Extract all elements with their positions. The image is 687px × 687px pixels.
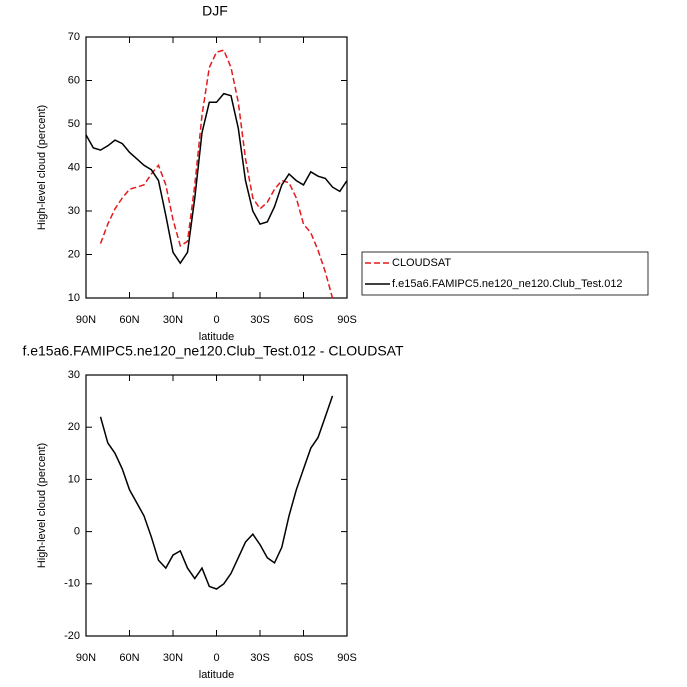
x-tick-label: 30N <box>163 652 183 664</box>
x-tick-label: 30S <box>250 652 270 664</box>
y-tick-label: 30 <box>68 369 80 381</box>
y-tick-label: -10 <box>64 578 80 590</box>
chart-title: DJF <box>202 3 228 19</box>
x-tick-label: 60N <box>119 652 139 664</box>
x-tick-label: 60N <box>119 314 139 326</box>
y-tick-label: 40 <box>68 161 80 173</box>
x-tick-label: 30S <box>250 314 270 326</box>
x-tick-label: 0 <box>213 652 219 664</box>
y-tick-label: 10 <box>68 292 80 304</box>
plot-frame <box>85 36 348 299</box>
y-tick-label: -20 <box>64 630 80 642</box>
y-tick-label: 0 <box>74 526 80 538</box>
y-axis-label: High-level cloud (percent) <box>36 105 48 230</box>
x-tick-label: 90S <box>337 314 357 326</box>
y-tick-label: 50 <box>68 118 80 130</box>
y-tick-label: 20 <box>68 248 80 260</box>
chart-title: f.e15a6.FAMIPC5.ne120_ne120.Club_Test.01… <box>22 343 404 359</box>
y-tick-label: 70 <box>68 31 80 43</box>
x-tick-label: 60S <box>294 314 314 326</box>
y-tick-label: 30 <box>68 205 80 217</box>
x-axis-label: latitude <box>199 669 234 681</box>
legend-box <box>361 251 649 296</box>
plot-frame <box>85 374 348 637</box>
series-line <box>99 395 334 590</box>
legend-label: CLOUDSAT <box>392 257 451 269</box>
y-tick-label: 10 <box>68 473 80 485</box>
y-tick-label: 20 <box>68 421 80 433</box>
x-tick-label: 60S <box>294 652 314 664</box>
x-tick-label: 90N <box>76 652 96 664</box>
x-tick-label: 30N <box>163 314 183 326</box>
x-tick-label: 0 <box>213 314 219 326</box>
series-line <box>85 92 348 265</box>
y-axis-label: High-level cloud (percent) <box>36 443 48 568</box>
y-tick-label: 60 <box>68 74 80 86</box>
x-tick-label: 90S <box>337 652 357 664</box>
legend-label: f.e15a6.FAMIPC5.ne120_ne120.Club_Test.01… <box>392 278 623 290</box>
series-line <box>99 49 334 299</box>
x-axis-label: latitude <box>199 331 234 343</box>
x-tick-label: 90N <box>76 314 96 326</box>
